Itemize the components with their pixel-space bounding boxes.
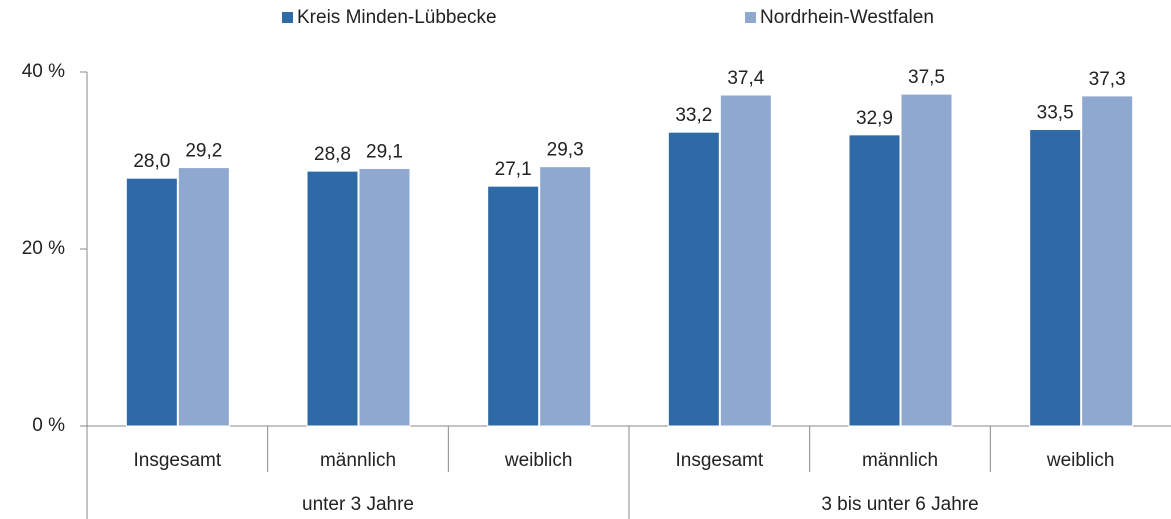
value-label: 33,2 [675, 105, 712, 126]
legend-swatch [282, 12, 293, 23]
bar [177, 167, 230, 427]
group-label: unter 3 Jahre [302, 494, 414, 515]
y-tick-label: 40 % [22, 61, 65, 82]
y-tick-label: 0 % [32, 415, 65, 436]
bar [358, 167, 411, 427]
x-tick-label: Insgesamt [676, 450, 764, 471]
value-label: 32,9 [856, 108, 893, 129]
y-tick-label: 20 % [22, 238, 65, 259]
legend-swatch [745, 12, 756, 23]
legend-label: Nordrhein-Westfalen [760, 7, 934, 28]
bar [900, 93, 953, 427]
value-label: 29,2 [185, 141, 222, 162]
x-tick-label: weiblich [1046, 450, 1115, 471]
value-label: 27,1 [495, 159, 532, 180]
bar [125, 177, 178, 427]
bar [719, 94, 772, 427]
group-label: 3 bis unter 6 Jahre [821, 494, 978, 515]
x-tick-label: Insgesamt [134, 450, 222, 471]
value-label: 33,5 [1037, 103, 1074, 124]
bar [487, 185, 540, 427]
x-tick-label: weiblich [504, 450, 573, 471]
value-label: 29,3 [547, 140, 584, 161]
legend-label: Kreis Minden-Lübbecke [297, 7, 497, 28]
bar [667, 131, 720, 427]
value-label: 37,3 [1089, 69, 1126, 90]
bar [539, 166, 592, 427]
x-tick-label: männlich [862, 450, 938, 471]
value-label: 29,1 [366, 141, 403, 162]
value-label: 37,4 [727, 68, 764, 89]
value-label: 28,8 [314, 144, 351, 165]
bar [1081, 95, 1134, 427]
x-tick-label: männlich [320, 450, 396, 471]
bar [848, 134, 901, 427]
value-label: 28,0 [133, 151, 170, 172]
bar [306, 170, 359, 427]
bar [1029, 129, 1082, 427]
value-label: 37,5 [908, 67, 945, 88]
